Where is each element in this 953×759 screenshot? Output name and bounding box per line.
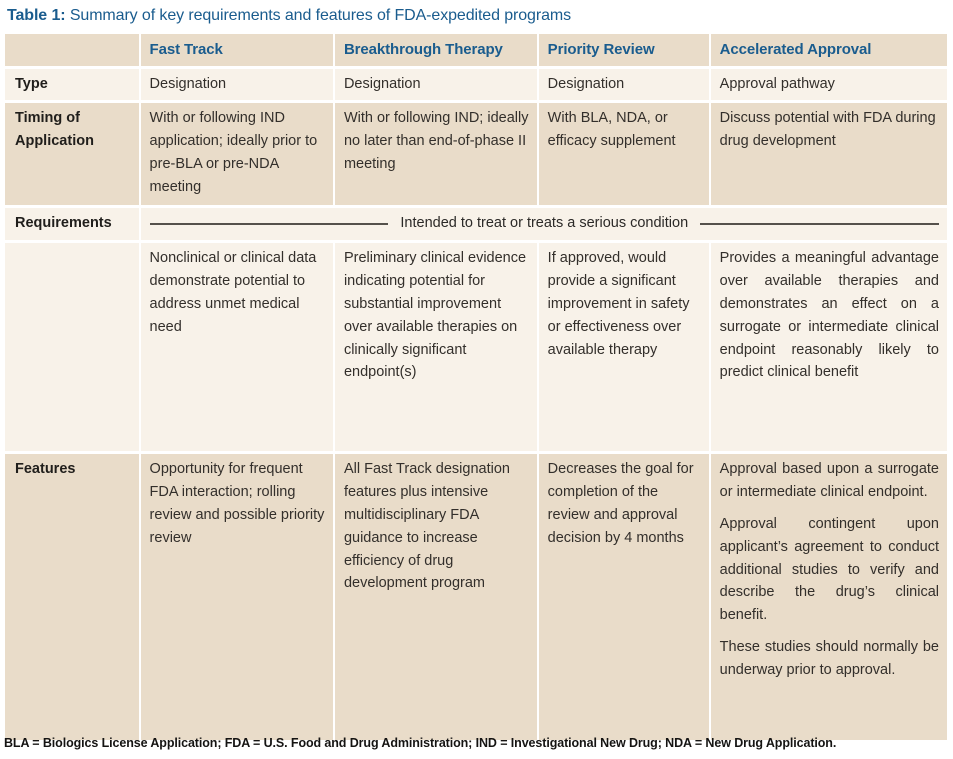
- row-label-requirements: Requirements: [5, 207, 139, 240]
- requirements-detail-row: Nonclinical or clini­cal data demonstrat…: [5, 242, 947, 451]
- table-title-label: Table 1:: [7, 7, 66, 24]
- cell-type-fast-track: Designation: [140, 69, 333, 100]
- cell-type-priority-review: Designation: [538, 69, 709, 100]
- table-title-text: Summary of key requirements and features…: [65, 7, 572, 24]
- abbreviations-footnote: BLA = Biologics License Application; FDA…: [4, 736, 837, 750]
- cell-timing-priority-review: With BLA, NDA, or efficacy supplement: [538, 102, 709, 205]
- type-row: Type Designation Designation Designation…: [5, 69, 947, 100]
- cell-requirements-spanning: Intended to treat or treats a serious co…: [140, 207, 947, 240]
- column-header-accelerated-approval: Accelerated Approval: [710, 34, 947, 66]
- fda-programs-table: Fast Track Breakthrough Therapy Priority…: [3, 31, 949, 743]
- left-rule-line: [149, 222, 389, 225]
- timing-row: Timing of Application With or following …: [5, 102, 947, 205]
- header-row: Fast Track Breakthrough Therapy Priority…: [5, 34, 947, 66]
- cell-timing-accelerated-approval: Discuss potential with FDA during drug d…: [710, 102, 947, 205]
- cell-requirement-breakthrough-therapy: Preliminary clinical evidence indicating…: [334, 242, 537, 451]
- cell-requirement-priority-review: If approved, would provide a signifi­can…: [538, 242, 709, 451]
- table-title: Table 1: Summary of key requirements and…: [7, 7, 571, 25]
- cell-features-breakthrough-therapy: All Fast Track desig­nation features plu…: [334, 453, 537, 740]
- requirements-spanning-wrap: Intended to treat or treats a serious co…: [149, 212, 939, 235]
- cell-type-accelerated-approval: Approval pathway: [710, 69, 947, 100]
- features-aa-paragraph-2: Approval contingent upon applicant’s agr…: [719, 515, 939, 624]
- cell-features-accelerated-approval: Approval based upon a surrogate or inter…: [710, 453, 947, 740]
- requirements-detail-empty-label: [5, 242, 139, 451]
- features-aa-paragraph-3: These studies should nor­mally be underw…: [719, 639, 939, 679]
- cell-type-breakthrough-therapy: Designation: [334, 69, 537, 100]
- cell-features-fast-track: Opportunity for fre­quent FDA interactio…: [140, 453, 333, 740]
- right-rule-line: [700, 222, 939, 225]
- features-aa-paragraph-1: Approval based upon a surrogate or inter…: [719, 460, 939, 500]
- row-label-type: Type: [5, 69, 139, 100]
- header-empty-cell: [5, 34, 139, 66]
- features-row: Features Opportunity for fre­quent FDA i…: [5, 453, 947, 740]
- column-header-priority-review: Priority Review: [538, 34, 709, 66]
- cell-timing-fast-track: With or following IND application; ideal…: [140, 102, 333, 205]
- cell-requirement-accelerated-approval: Provides a meaningful advantage over ava…: [710, 242, 947, 451]
- requirements-spanning-text: Intended to treat or treats a serious co…: [400, 215, 689, 232]
- row-label-timing: Timing of Application: [5, 102, 139, 205]
- column-header-fast-track: Fast Track: [140, 34, 333, 66]
- cell-requirement-fast-track: Nonclinical or clini­cal data demonstrat…: [140, 242, 333, 451]
- requirements-row: Requirements Intended to treat or treats…: [5, 207, 947, 240]
- row-label-features: Features: [5, 453, 139, 740]
- cell-features-priority-review: Decreases the goal for completion of the…: [538, 453, 709, 740]
- column-header-breakthrough-therapy: Breakthrough Therapy: [334, 34, 537, 66]
- cell-timing-breakthrough-therapy: With or following IND; ideally no later …: [334, 102, 537, 205]
